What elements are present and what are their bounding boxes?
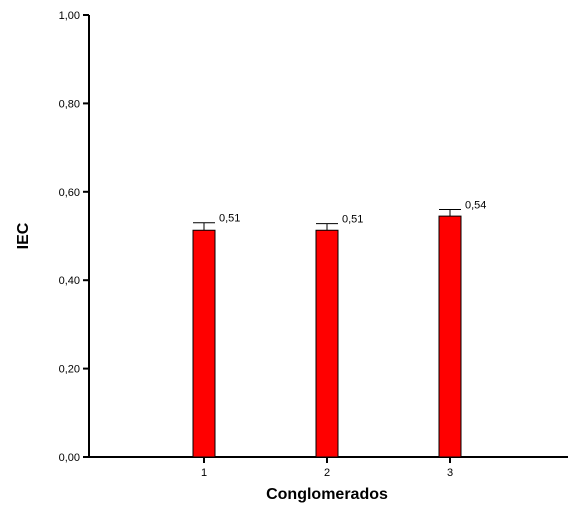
y-tick-label: 0,60 bbox=[59, 187, 80, 199]
bar bbox=[438, 215, 462, 458]
bars: 0,51 0,51 0,54 bbox=[192, 199, 486, 458]
y-tick-label: 0,40 bbox=[59, 275, 80, 287]
y-axis-title: IEC bbox=[15, 222, 32, 249]
y-tick-label: 0,80 bbox=[59, 98, 80, 110]
x-tick-label: 2 bbox=[324, 467, 330, 479]
bar bbox=[192, 229, 216, 458]
y-tick-label: 0,20 bbox=[59, 364, 80, 376]
y-tick-label: 1,00 bbox=[59, 10, 80, 22]
y-tick-label: 0,00 bbox=[59, 452, 80, 464]
x-axis: 1 2 3 bbox=[89, 456, 568, 479]
y-axis: 0,00 0,20 0,40 0,60 0,80 1,00 bbox=[59, 10, 90, 464]
data-label: 0,51 bbox=[342, 214, 363, 226]
bar bbox=[315, 229, 339, 458]
data-label: 0,54 bbox=[465, 199, 486, 211]
x-tick-label: 1 bbox=[201, 467, 207, 479]
data-label: 0,51 bbox=[219, 213, 240, 225]
x-axis-title: Conglomerados bbox=[266, 486, 388, 503]
x-tick-label: 3 bbox=[447, 467, 453, 479]
